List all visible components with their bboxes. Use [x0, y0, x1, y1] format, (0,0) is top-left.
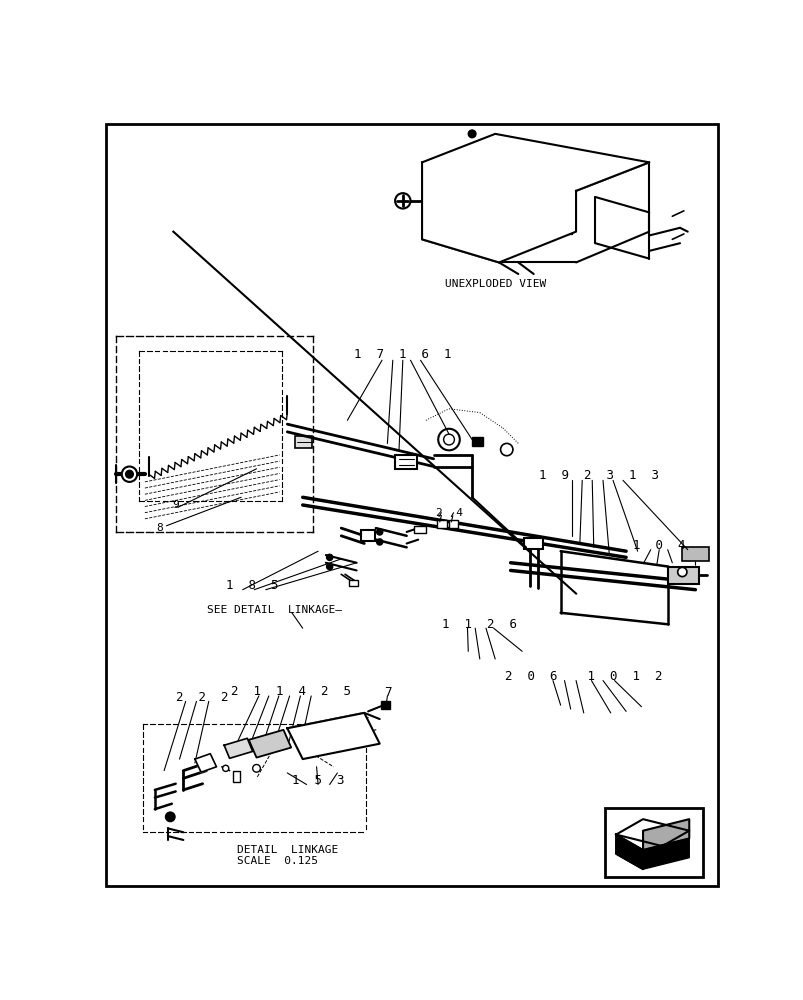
Circle shape: [677, 567, 686, 577]
Bar: [381, 701, 390, 709]
Circle shape: [376, 539, 382, 545]
Circle shape: [326, 564, 332, 570]
Circle shape: [467, 130, 475, 138]
Bar: [394, 455, 416, 469]
Circle shape: [376, 529, 382, 535]
Bar: [667, 567, 699, 584]
Polygon shape: [642, 819, 688, 850]
Polygon shape: [615, 835, 642, 869]
Text: 2  1  1  4  2  5: 2 1 1 4 2 5: [231, 685, 351, 698]
Text: SEE DETAIL  LINKAGE—: SEE DETAIL LINKAGE—: [207, 605, 342, 615]
Circle shape: [322, 737, 328, 743]
Polygon shape: [422, 162, 575, 262]
Text: 7: 7: [383, 686, 391, 699]
Text: 2  2  2: 2 2 2: [176, 691, 229, 704]
Text: 1  7  1  6  1: 1 7 1 6 1: [353, 348, 451, 361]
Circle shape: [121, 466, 137, 482]
Bar: [233, 771, 239, 782]
Text: 1  8  5: 1 8 5: [226, 579, 279, 592]
Text: 1  0  4: 1 0 4: [632, 539, 685, 552]
Text: DETAIL  LINKAGE
SCALE  0.125: DETAIL LINKAGE SCALE 0.125: [237, 845, 338, 866]
Circle shape: [125, 470, 133, 478]
Circle shape: [326, 554, 332, 560]
Circle shape: [394, 193, 410, 209]
Polygon shape: [248, 730, 291, 758]
Bar: [295, 436, 312, 448]
Text: UNEXPLODED VIEW: UNEXPLODED VIEW: [444, 279, 545, 289]
Bar: [349, 580, 357, 586]
Bar: [448, 520, 458, 528]
Bar: [604, 808, 703, 877]
Polygon shape: [615, 838, 688, 869]
Polygon shape: [224, 738, 252, 758]
Text: 9: 9: [173, 500, 179, 510]
Circle shape: [222, 765, 229, 771]
Bar: [361, 530, 375, 541]
Text: 2  4: 2 4: [435, 508, 462, 518]
Text: 2  0  6    1  0  1  2: 2 0 6 1 0 1 2: [504, 670, 662, 683]
Circle shape: [500, 443, 512, 456]
Polygon shape: [287, 713, 379, 759]
Text: 8: 8: [157, 523, 163, 533]
Bar: [414, 526, 426, 533]
Circle shape: [438, 429, 459, 450]
Bar: [681, 547, 707, 561]
Text: 1  5  3: 1 5 3: [291, 774, 344, 787]
Text: 1  1  2  6: 1 1 2 6: [442, 618, 516, 631]
Circle shape: [443, 434, 454, 445]
Polygon shape: [615, 819, 688, 846]
Polygon shape: [194, 754, 216, 772]
Circle shape: [165, 812, 175, 821]
Bar: [437, 520, 446, 528]
Bar: [471, 437, 483, 446]
Circle shape: [252, 764, 260, 772]
Bar: [524, 538, 542, 549]
Text: 1  9  2  3  1  3: 1 9 2 3 1 3: [539, 469, 658, 482]
Polygon shape: [422, 134, 648, 191]
